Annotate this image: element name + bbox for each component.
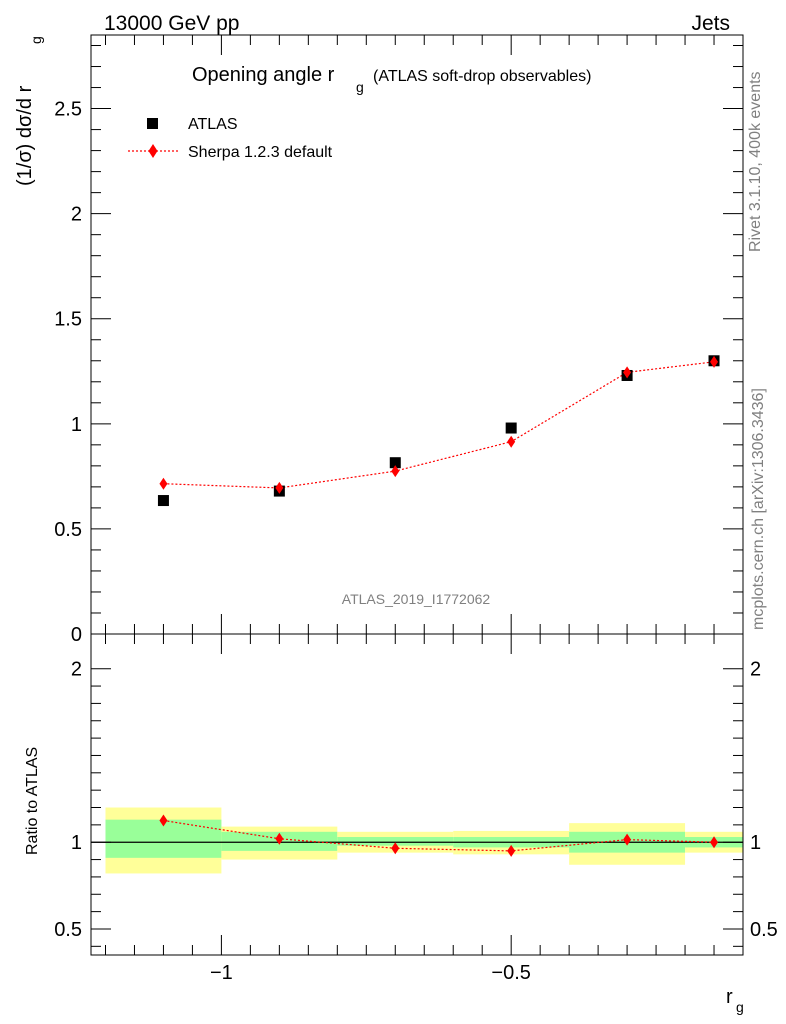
plot-title-subscript: g <box>356 79 364 95</box>
ratio-y-tick-label-left: 2 <box>71 659 82 681</box>
x-tick-label: −1 <box>210 962 233 984</box>
y-tick-label: 0 <box>71 624 82 646</box>
legend-label-atlas: ATLAS <box>188 116 238 133</box>
legend-marker-atlas <box>147 118 158 129</box>
plot-title: Opening angle r <box>192 64 335 86</box>
legend-label-sherpa: Sherpa 1.2.3 default <box>188 144 333 161</box>
y-tick-label: 2 <box>71 204 82 226</box>
x-axis-label: r <box>726 986 733 1008</box>
y-tick-label: 2.5 <box>54 99 82 121</box>
ratio-y-tick-label-right: 2 <box>750 659 761 681</box>
ratio-panel: 0.5 0.5 1 1 2 2 −1 −0.5 Ratio to ATLAS r g <box>24 633 778 1015</box>
ratio-point <box>623 833 632 846</box>
ratio-point <box>507 844 516 857</box>
ratio-point <box>275 832 284 845</box>
main-y-tick-labels: 0 0.5 1 1.5 2 2.5 <box>54 99 82 646</box>
y-tick-label: 1.5 <box>54 309 82 331</box>
x-axis-label-subscript: g <box>736 999 744 1015</box>
main-y-axis-label: (1/σ) dσ/d r <box>14 85 36 186</box>
mc-point <box>275 481 284 494</box>
main-ticks <box>91 35 744 635</box>
mc-point <box>391 465 400 478</box>
mc-point <box>710 355 719 368</box>
ratio-points <box>159 814 719 857</box>
ratio-bands <box>105 807 743 874</box>
x-tick-label: −0.5 <box>491 962 530 984</box>
ratio-ticks <box>91 634 744 955</box>
plot-title-note: (ATLAS soft-drop observables) <box>373 68 591 85</box>
ratio-y-tick-label-right: 0.5 <box>750 919 778 941</box>
mc-series-line <box>163 361 715 489</box>
ratio-y-tick-label-left: 0.5 <box>54 919 82 941</box>
ratio-y-axis-label: Ratio to ATLAS <box>24 747 41 855</box>
y-tick-label: 1 <box>71 414 82 436</box>
ratio-point <box>710 836 719 849</box>
main-panel: 0 0.5 1 1.5 2 2.5 ATLAS_2019_I1772062 Opening… <box>14 34 744 646</box>
mc-point <box>159 477 168 490</box>
mcplots-label: mcplots.cern.ch [arXiv:1306.3436] <box>750 388 767 630</box>
x-tick-labels: −1 −0.5 <box>210 962 531 984</box>
ratio-y-tick-labels: 0.5 0.5 1 1 2 2 <box>54 659 778 941</box>
mc-point <box>623 366 632 379</box>
legend-marker-sherpa <box>148 144 158 158</box>
ratio-point <box>159 814 168 827</box>
data-point <box>505 422 517 434</box>
ratio-band-inner <box>337 837 454 846</box>
ratio-frame <box>90 633 744 956</box>
rivet-label: Rivet 3.1.10, 400k events <box>747 71 764 252</box>
mc-points <box>159 355 719 494</box>
y-tick-label: 0.5 <box>54 519 82 541</box>
ratio-y-tick-label-right: 1 <box>750 832 761 854</box>
ratio-y-tick-label-left: 1 <box>71 832 82 854</box>
main-y-axis-label-subscript: g <box>28 36 44 44</box>
ratio-series-line <box>163 819 715 852</box>
mc-point <box>507 435 516 448</box>
process-label: Jets <box>691 12 730 35</box>
data-point <box>389 457 401 469</box>
data-points <box>157 355 720 507</box>
data-point <box>157 495 169 507</box>
watermark: ATLAS_2019_I1772062 <box>342 591 491 607</box>
ratio-point <box>391 842 400 855</box>
collision-label: 13000 GeV pp <box>104 12 239 35</box>
